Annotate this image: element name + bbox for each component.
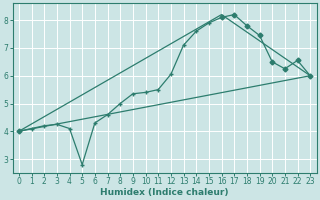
X-axis label: Humidex (Indice chaleur): Humidex (Indice chaleur) bbox=[100, 188, 229, 197]
